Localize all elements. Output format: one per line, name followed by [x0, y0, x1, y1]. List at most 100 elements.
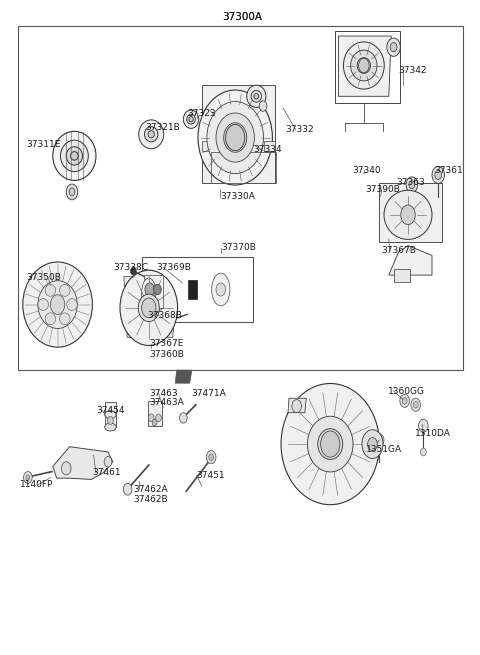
- Polygon shape: [175, 370, 192, 383]
- Ellipse shape: [60, 313, 70, 325]
- Polygon shape: [264, 141, 275, 151]
- Circle shape: [362, 430, 383, 458]
- Circle shape: [26, 475, 30, 480]
- Text: 37340: 37340: [352, 166, 381, 175]
- Ellipse shape: [318, 428, 343, 460]
- Circle shape: [401, 205, 415, 225]
- Ellipse shape: [254, 94, 259, 99]
- Circle shape: [400, 394, 409, 407]
- Polygon shape: [389, 246, 432, 275]
- Circle shape: [50, 295, 65, 314]
- Text: 37338C: 37338C: [113, 263, 148, 272]
- Ellipse shape: [357, 58, 371, 73]
- Ellipse shape: [38, 280, 77, 328]
- Circle shape: [216, 283, 226, 296]
- Text: 37332: 37332: [285, 125, 314, 134]
- Circle shape: [209, 454, 214, 460]
- Ellipse shape: [71, 151, 78, 160]
- Ellipse shape: [138, 294, 159, 322]
- Circle shape: [61, 462, 71, 475]
- Polygon shape: [379, 183, 442, 242]
- Bar: [148, 401, 162, 426]
- Ellipse shape: [60, 140, 88, 172]
- Circle shape: [24, 472, 32, 483]
- Circle shape: [420, 448, 426, 456]
- Circle shape: [156, 414, 161, 422]
- Bar: [335, 31, 400, 103]
- Ellipse shape: [45, 284, 56, 296]
- Bar: [188, 280, 197, 299]
- Circle shape: [409, 181, 415, 189]
- Text: 37350B: 37350B: [26, 273, 61, 282]
- Ellipse shape: [23, 262, 92, 347]
- Text: 1360GG: 1360GG: [388, 386, 425, 396]
- Text: 37300A: 37300A: [222, 12, 263, 22]
- Circle shape: [206, 451, 216, 464]
- Circle shape: [180, 413, 187, 423]
- Ellipse shape: [66, 147, 83, 165]
- Polygon shape: [338, 36, 391, 96]
- Text: 37367E: 37367E: [149, 339, 183, 348]
- Circle shape: [123, 483, 132, 495]
- Text: 37463A: 37463A: [149, 398, 183, 407]
- Ellipse shape: [207, 102, 264, 174]
- Text: 37342: 37342: [398, 66, 427, 75]
- Ellipse shape: [344, 42, 384, 89]
- Text: 37368B: 37368B: [147, 311, 182, 320]
- Circle shape: [321, 431, 340, 457]
- Ellipse shape: [224, 123, 247, 152]
- Ellipse shape: [67, 299, 77, 310]
- Ellipse shape: [187, 114, 195, 124]
- Text: 37462A: 37462A: [133, 485, 168, 494]
- Text: 37369B: 37369B: [156, 263, 192, 272]
- Ellipse shape: [350, 50, 377, 81]
- Circle shape: [402, 398, 407, 404]
- Text: 37454: 37454: [96, 405, 124, 415]
- Circle shape: [292, 400, 301, 413]
- Circle shape: [413, 402, 418, 408]
- Ellipse shape: [307, 417, 353, 472]
- Text: 1310DA: 1310DA: [415, 429, 451, 438]
- Circle shape: [226, 124, 245, 151]
- Circle shape: [411, 398, 420, 411]
- Text: 37311E: 37311E: [26, 140, 61, 149]
- Ellipse shape: [148, 131, 155, 138]
- Text: 37451: 37451: [196, 471, 225, 480]
- Text: 37321B: 37321B: [145, 123, 180, 132]
- Polygon shape: [394, 269, 410, 282]
- Ellipse shape: [120, 270, 178, 346]
- Circle shape: [359, 58, 369, 73]
- Text: 37463: 37463: [149, 388, 178, 398]
- Circle shape: [108, 417, 113, 424]
- Ellipse shape: [60, 284, 70, 296]
- Ellipse shape: [142, 278, 156, 308]
- Text: 37361: 37361: [434, 166, 463, 175]
- Ellipse shape: [384, 190, 432, 239]
- Text: 37334: 37334: [253, 145, 282, 154]
- Circle shape: [154, 284, 161, 295]
- Circle shape: [432, 166, 444, 183]
- Text: 37363: 37363: [396, 178, 425, 187]
- Circle shape: [419, 419, 428, 432]
- Text: 37370B: 37370B: [221, 243, 256, 252]
- Circle shape: [435, 170, 442, 179]
- Circle shape: [374, 434, 384, 447]
- Ellipse shape: [189, 117, 193, 122]
- Ellipse shape: [144, 126, 158, 142]
- Bar: [18, 26, 463, 370]
- Polygon shape: [144, 275, 163, 308]
- Text: 37300A: 37300A: [222, 12, 263, 22]
- Circle shape: [259, 101, 267, 111]
- Circle shape: [142, 298, 156, 318]
- Text: 37323: 37323: [187, 109, 216, 119]
- Bar: [105, 402, 116, 427]
- Polygon shape: [202, 141, 211, 151]
- Circle shape: [368, 438, 377, 451]
- Text: 37462B: 37462B: [133, 495, 168, 504]
- Ellipse shape: [247, 85, 266, 107]
- Polygon shape: [288, 398, 306, 413]
- Circle shape: [387, 38, 400, 56]
- Bar: [211, 152, 276, 183]
- Circle shape: [104, 457, 112, 467]
- Text: 37367B: 37367B: [382, 246, 417, 255]
